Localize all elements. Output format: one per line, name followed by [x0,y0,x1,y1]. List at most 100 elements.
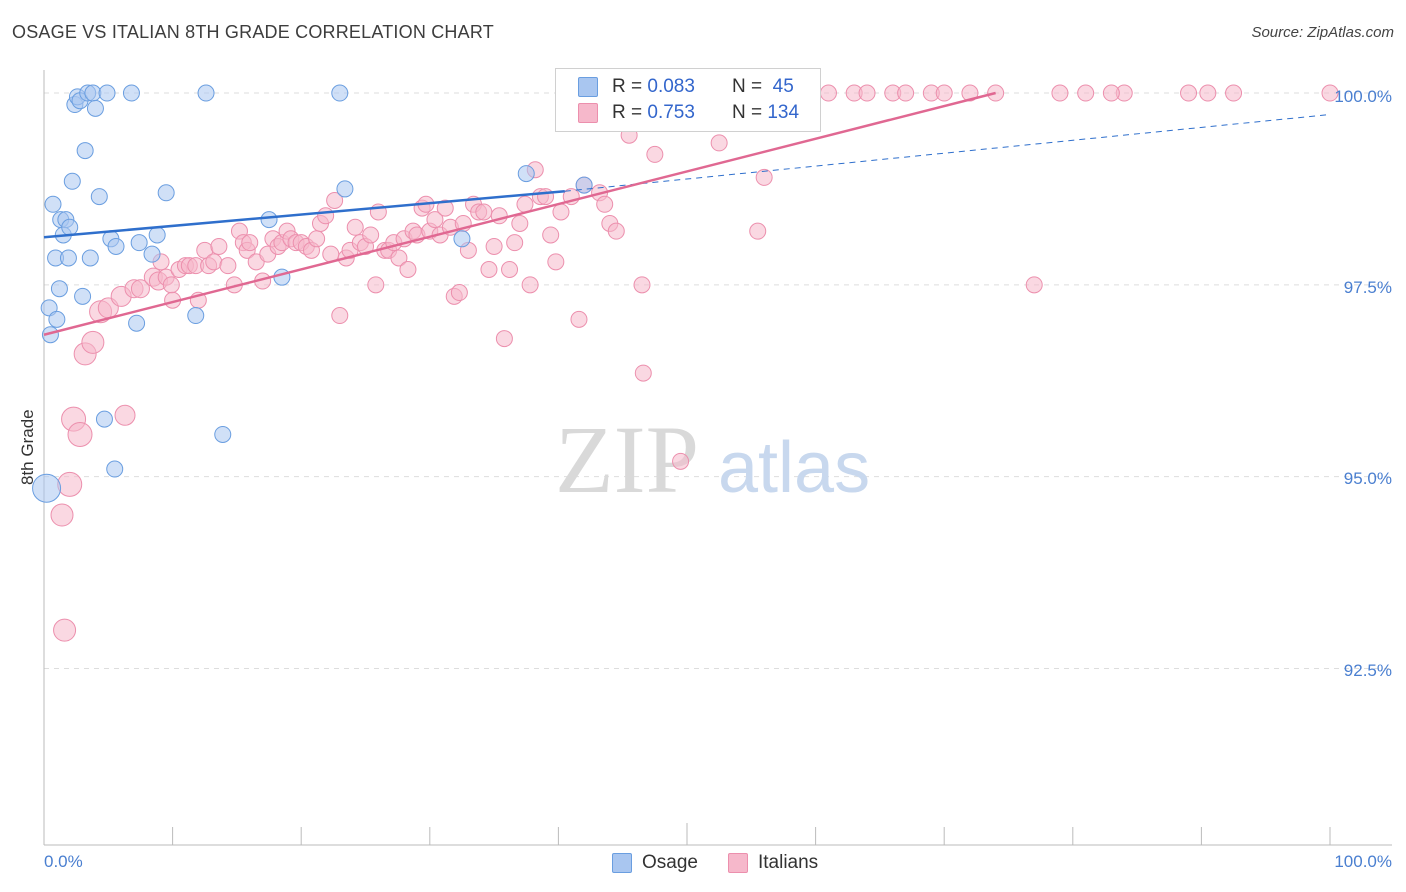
italians-point [495,330,513,348]
italians-point [501,261,519,279]
osage-trend-extension [564,114,1331,192]
italians-point [1321,84,1339,102]
italians-point [450,284,468,302]
italians-point [219,257,237,275]
legend-item-osage[interactable]: Osage [612,852,698,874]
osage-trend-line [43,189,565,239]
osage-point [48,310,66,328]
italians-point [633,276,651,294]
italians-point [858,84,876,102]
osage-swatch [578,77,598,97]
osage-n-value: 45 [772,76,794,97]
osage-point [197,84,215,102]
x-tick-label-max: 100.0% [1334,852,1392,871]
osage-point [143,245,161,263]
osage-point [95,410,113,428]
italians-point [749,222,767,240]
italians-point [67,421,93,447]
italians-point [961,84,979,102]
osage-point [61,218,79,236]
osage-point [44,195,62,213]
italians-swatch [727,853,748,873]
osage-point [107,237,125,255]
italians-point [819,84,837,102]
osage-point [122,84,140,102]
italians-trend-line [43,91,996,336]
italians-point [521,276,539,294]
italians-point [755,168,773,186]
osage-point [273,268,291,286]
italians-point [162,276,180,294]
watermark-atlas: atlas [718,428,870,508]
italians-point [57,471,83,497]
italians-point [596,195,614,213]
italians-point [1051,84,1069,102]
italians-point [367,276,385,294]
osage-point [50,280,68,298]
osage-point [98,84,116,102]
italians-point [205,253,223,271]
r-label: R = [612,102,643,123]
italians-point [1077,84,1095,102]
osage-point [32,473,62,503]
italians-point [1225,84,1243,102]
osage-point [517,165,535,183]
italians-point [672,452,690,470]
y-tick-label: 100.0% [1334,87,1392,106]
osage-point [453,230,471,248]
italians-point [331,307,349,325]
series-legend: Osage Italians [612,852,848,874]
osage-r-value: 0.083 [647,76,695,97]
axes [43,70,1392,846]
osage-point [86,99,104,117]
n-label: N = [731,102,763,123]
legend-row-osage: R = 0.083 N = 45 [578,74,794,100]
italians-point [426,211,444,229]
y-tick-label: 97.5% [1343,278,1392,297]
italians-swatch [578,103,598,123]
osage-point [63,172,81,190]
osage-point [128,314,146,332]
osage-point [260,211,278,229]
legend-label-italians: Italians [757,852,819,873]
osage-point [187,307,205,325]
italians-point [317,207,335,225]
osage-point [41,326,59,344]
chart-title: OSAGE VS ITALIAN 8TH GRADE CORRELATION C… [12,22,494,42]
legend-item-italians[interactable]: Italians [727,852,819,874]
italians-point [475,203,493,221]
italians-point [552,203,570,221]
italians-point [50,503,74,527]
italians-point [399,261,417,279]
x-tick-label-min: 0.0% [44,852,83,871]
italians-point [935,84,953,102]
osage-point [81,249,99,267]
stats-legend: R = 0.083 N = 45 R = 0.753 N = 134 [555,68,821,132]
legend-label-osage: Osage [642,852,698,873]
italians-point [436,199,454,217]
italians-point [570,310,588,328]
italians-point [308,230,326,248]
italians-point [506,234,524,252]
osage-point [106,460,124,478]
italians-n-value: 134 [767,102,800,123]
italians-point [897,84,915,102]
italians-point [480,261,498,279]
osage-point [575,176,593,194]
osage-point [74,287,92,305]
italians-point [241,234,259,252]
italians-point [634,364,652,382]
n-label: N = [731,76,763,97]
italians-point [53,618,77,642]
italians-point [710,134,728,152]
italians-point [646,145,664,163]
italians-point [326,191,344,209]
italians-point [114,404,136,426]
italians-point [346,218,364,236]
osage-point [336,180,354,198]
italians-point [130,279,150,299]
osage-point [157,184,175,202]
osage-point [214,425,232,443]
y-axis-label: 8th Grade [18,409,37,485]
